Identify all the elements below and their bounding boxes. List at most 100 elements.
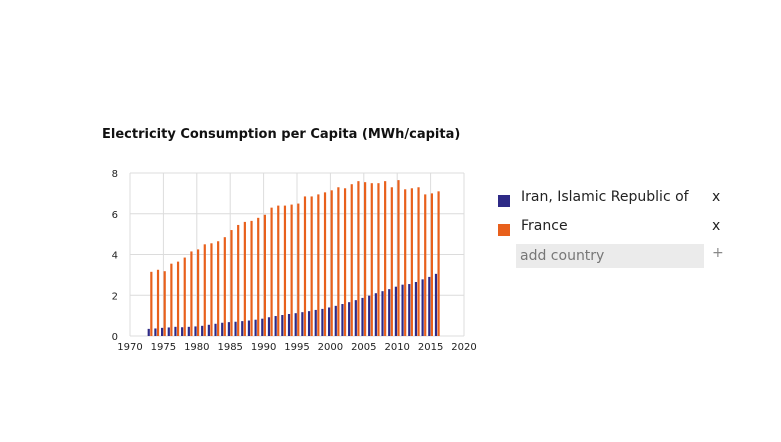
bar-france bbox=[424, 194, 427, 336]
bar-france bbox=[330, 190, 333, 336]
bar-iran bbox=[147, 328, 150, 336]
add-country-button[interactable]: + bbox=[712, 245, 724, 261]
bar-france bbox=[243, 221, 246, 336]
bar-france bbox=[156, 269, 160, 336]
bar-france bbox=[370, 183, 373, 336]
legend-label-iran: Iran, Islamic Republic of bbox=[521, 189, 689, 205]
bar-france bbox=[410, 188, 413, 336]
bar-iran bbox=[254, 319, 257, 336]
bar-iran bbox=[394, 286, 397, 336]
bar-iran bbox=[167, 327, 170, 336]
bar-france bbox=[350, 184, 353, 336]
bar-france bbox=[163, 271, 166, 336]
bar-france bbox=[170, 263, 173, 336]
grid-lines bbox=[129, 172, 465, 337]
bar-france bbox=[183, 257, 186, 336]
bar-iran bbox=[314, 309, 317, 336]
bar-iran bbox=[434, 273, 438, 336]
bar-iran bbox=[301, 312, 304, 336]
bar-iran bbox=[207, 324, 210, 336]
bar-france bbox=[263, 214, 266, 336]
legend-item-iran: Iran, Islamic Republic of x bbox=[498, 186, 728, 215]
bar-iran bbox=[328, 307, 331, 336]
bar-iran bbox=[287, 313, 291, 336]
bar-iran bbox=[174, 326, 177, 336]
bar-iran bbox=[221, 322, 224, 336]
y-tick-label: 2 bbox=[112, 291, 118, 302]
bar-france bbox=[357, 181, 360, 336]
bar-france bbox=[190, 251, 193, 336]
bar-france bbox=[323, 192, 327, 336]
bar-france bbox=[270, 207, 273, 336]
y-tick-label: 8 bbox=[112, 169, 118, 180]
bar-iran bbox=[281, 315, 284, 336]
bar-france bbox=[203, 244, 206, 336]
bar-iran bbox=[214, 323, 217, 336]
remove-iran-button[interactable]: x bbox=[712, 189, 721, 205]
bar-france bbox=[430, 193, 433, 336]
x-tick-label: 1985 bbox=[217, 342, 242, 353]
bar-france bbox=[223, 237, 226, 336]
bar-france bbox=[310, 196, 313, 336]
legend-item-france: France x bbox=[498, 215, 728, 244]
bar-france bbox=[417, 187, 420, 336]
bar-france bbox=[337, 187, 340, 336]
bar-iran bbox=[161, 327, 164, 336]
x-tick-label: 1970 bbox=[117, 342, 142, 353]
legend: Iran, Islamic Republic of x France x + bbox=[498, 186, 728, 270]
y-tick-label: 0 bbox=[112, 332, 118, 343]
bars bbox=[147, 180, 440, 336]
bar-iran bbox=[388, 289, 391, 336]
add-country-input[interactable] bbox=[516, 244, 704, 268]
bar-iran bbox=[267, 317, 271, 336]
legend-swatch-france bbox=[498, 224, 510, 236]
bar-iran bbox=[401, 284, 404, 336]
bar-iran bbox=[368, 295, 371, 336]
bar-iran bbox=[341, 304, 344, 336]
bar-france bbox=[343, 188, 347, 336]
bar-france bbox=[210, 243, 213, 336]
bar-france bbox=[364, 182, 367, 336]
bar-france bbox=[384, 181, 387, 336]
bar-iran bbox=[374, 293, 377, 336]
bar-iran bbox=[154, 328, 157, 336]
bar-iran bbox=[241, 321, 244, 336]
axis-ticks: 1970 1975 1980 1985 1990 1995 2000 2005 2010 2015… bbox=[112, 169, 477, 353]
bar-france bbox=[297, 203, 300, 336]
bar-iran bbox=[227, 322, 230, 336]
bar-france bbox=[230, 230, 233, 336]
bar-iran bbox=[181, 327, 184, 336]
add-country-row: + bbox=[498, 244, 728, 270]
bar-iran bbox=[234, 321, 237, 336]
bar-france bbox=[176, 261, 180, 336]
bar-iran bbox=[354, 300, 357, 336]
bar-france bbox=[437, 191, 440, 336]
bar-france bbox=[277, 205, 280, 336]
x-tick-label: 2005 bbox=[351, 342, 376, 353]
x-tick-label: 1975 bbox=[151, 342, 176, 353]
x-tick-label: 1990 bbox=[251, 342, 276, 353]
bar-france bbox=[197, 249, 200, 336]
bar-iran bbox=[381, 291, 384, 336]
x-tick-label: 2010 bbox=[384, 342, 409, 353]
remove-france-button[interactable]: x bbox=[712, 218, 721, 234]
bar-france bbox=[237, 224, 240, 336]
bar-france bbox=[290, 204, 293, 336]
bar-france bbox=[303, 196, 307, 336]
x-tick-label: 2020 bbox=[451, 342, 476, 353]
bar-iran bbox=[321, 308, 324, 336]
bar-iran bbox=[247, 320, 251, 336]
bar-france bbox=[404, 189, 407, 336]
y-tick-label: 6 bbox=[112, 210, 118, 221]
bar-iran bbox=[334, 305, 337, 336]
y-tick-label: 4 bbox=[112, 251, 118, 262]
bar-france bbox=[377, 183, 380, 336]
bar-iran bbox=[274, 316, 277, 336]
bar-iran bbox=[348, 302, 351, 336]
bar-iran bbox=[414, 282, 418, 336]
x-tick-label: 1995 bbox=[284, 342, 309, 353]
bar-france bbox=[150, 271, 153, 336]
x-tick-label: 2000 bbox=[318, 342, 343, 353]
bar-france bbox=[397, 180, 400, 336]
